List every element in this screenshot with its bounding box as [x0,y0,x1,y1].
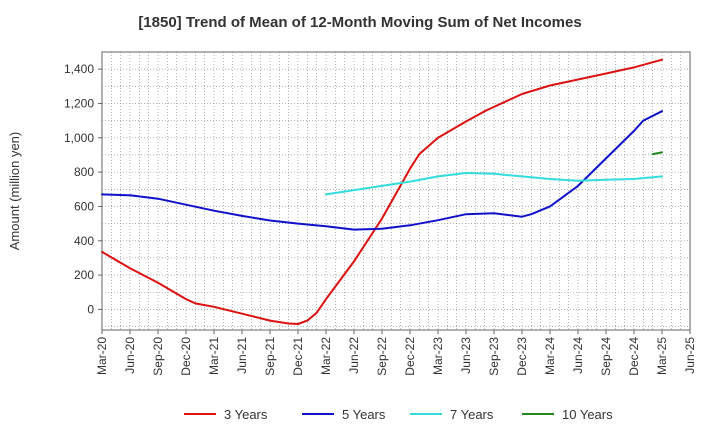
x-tick-label: Mar-23 [431,337,445,375]
x-tick-label: Dec-24 [627,337,641,376]
x-tick-label: Sep-20 [151,337,165,376]
y-axis: 0 200 400 600 800 1,000 1,200 1,400 Amount (mill… [7,62,102,316]
y-tick-label: 200 [74,268,94,282]
chart-title: [1850] Trend of Mean of 12-Month Moving … [138,14,582,31]
y-tick-label: 1,400 [64,62,94,76]
y-axis-label: Amount (million yen) [7,132,22,251]
x-tick-label: Jun-22 [347,337,361,374]
x-tick-label: Dec-21 [291,337,305,376]
x-tick-label: Dec-23 [515,337,529,376]
y-tick-label: 800 [74,165,94,179]
legend-label: 3 Years [224,407,268,422]
x-tick-label: Jun-21 [235,337,249,374]
x-tick-label: Dec-22 [403,337,417,376]
legend-label: 10 Years [562,407,613,422]
y-tick-label: 1,200 [64,96,94,110]
x-tick-label: Mar-25 [655,337,669,375]
x-tick-label: Mar-24 [543,337,557,375]
series-lines [101,58,663,325]
series-line-10-years [651,151,663,156]
series-line-5-years [101,110,663,231]
x-tick-label: Jun-20 [123,337,137,374]
x-tick-label: Jun-23 [459,337,473,374]
x-tick-label: Sep-24 [599,337,613,376]
x-tick-label: Sep-21 [263,337,277,376]
y-tick-label: 0 [87,302,94,316]
legend-label: 5 Years [342,407,386,422]
x-tick-label: Jun-25 [683,337,697,374]
x-tick-label: Sep-23 [487,337,501,376]
y-tick-label: 1,000 [64,131,94,145]
y-tick-label: 600 [74,199,94,213]
legend-label: 7 Years [450,407,494,422]
series-line-3-years [101,58,663,325]
legend: 3 Years 5 Years 7 Years 10 Years [184,407,613,422]
x-tick-label: Mar-20 [95,337,109,375]
grid [101,51,691,330]
x-tick-label: Mar-21 [207,337,221,375]
x-axis: Mar-20 Jun-20 Sep-20 Dec-20 Mar-21 Jun-21 Sep-… [95,330,697,376]
plot-area-border [101,51,691,331]
series-line-7-years [325,172,663,196]
x-tick-label: Mar-22 [319,337,333,375]
x-tick-label: Jun-24 [571,337,585,374]
plot-frame [101,51,691,331]
x-tick-label: Sep-22 [375,337,389,376]
y-tick-label: 400 [74,234,94,248]
x-tick-label: Dec-20 [179,337,193,376]
